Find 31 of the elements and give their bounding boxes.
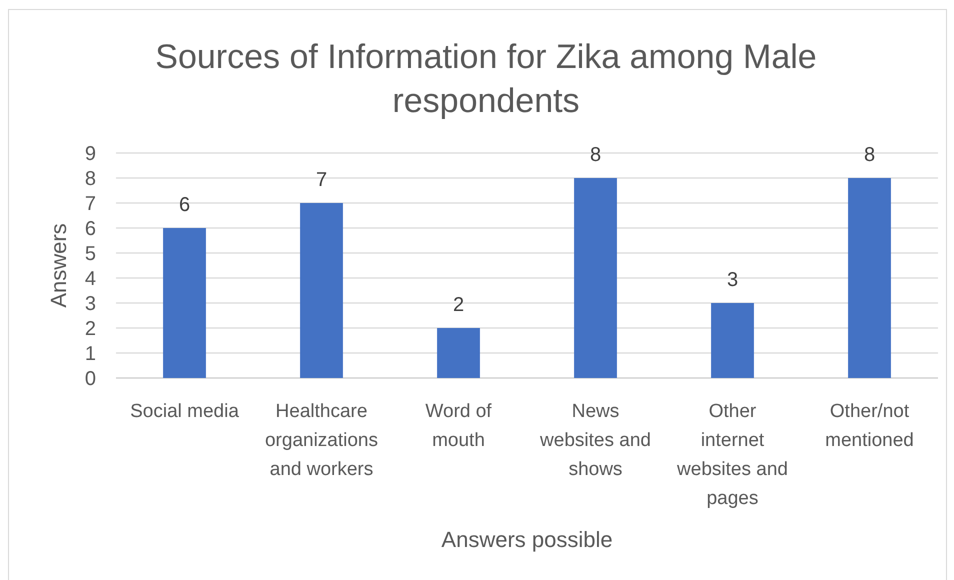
chart-title: Sources of Information for Zika among Male respondents [155, 38, 817, 120]
y-tick-label: 9 [84, 143, 96, 165]
y-tick-label: 6 [84, 218, 96, 240]
y-axis-title: Answers [46, 223, 71, 308]
y-tick-label: 1 [84, 343, 96, 365]
y-tick-label: 4 [84, 268, 96, 290]
y-tick-label: 3 [84, 293, 96, 315]
y-tick-label: 0 [84, 368, 96, 390]
bar [163, 228, 206, 378]
data-label: 3 [726, 269, 738, 291]
data-label: 8 [864, 144, 876, 166]
x-tick-label: Other/not mentioned [825, 401, 914, 451]
x-tick-label: News websites and shows [539, 401, 651, 480]
data-label: 8 [590, 144, 602, 166]
bar [437, 328, 480, 378]
bar [848, 178, 891, 378]
y-tick-label: 7 [84, 193, 96, 215]
x-axis-title: Answers possible [441, 527, 613, 552]
y-tick-label: 8 [84, 168, 96, 190]
data-label: 7 [316, 169, 328, 191]
bar [711, 303, 754, 378]
x-tick-label: Social media [130, 401, 240, 422]
bar [574, 178, 617, 378]
x-tick-label: Healthcare organizations and workers [264, 401, 378, 480]
y-tick-label: 2 [84, 318, 96, 340]
bar [300, 203, 343, 378]
y-tick-label: 5 [84, 243, 96, 265]
data-label: 2 [452, 294, 464, 316]
data-label: 6 [178, 194, 190, 216]
x-tick-label: Word of mouth [425, 401, 492, 451]
x-tick-label: Other internet websites and pages [676, 401, 788, 509]
